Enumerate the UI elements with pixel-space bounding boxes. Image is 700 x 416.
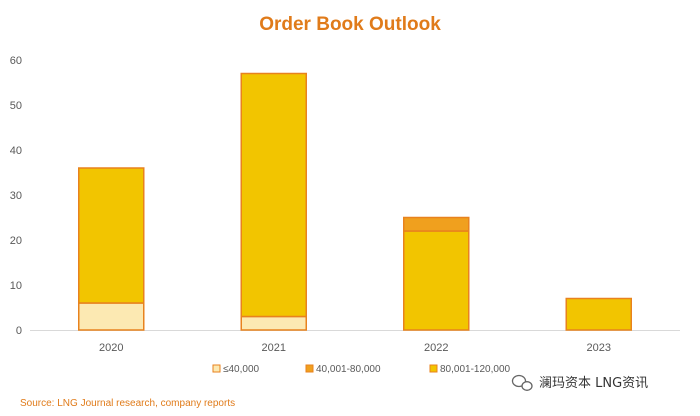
chart-title: Order Book Outlook: [259, 14, 441, 35]
watermark: 澜玛资本 LNG资讯: [511, 374, 648, 391]
legend-swatch: [212, 364, 221, 373]
wechat-icon: [511, 374, 533, 391]
x-tick-label: 2020: [99, 342, 123, 354]
bar-segment: [565, 297, 632, 331]
legend-swatch: [429, 364, 438, 373]
x-tick-label: 2021: [262, 342, 286, 354]
bar-segment: [403, 230, 470, 331]
bar-segment: [78, 302, 145, 331]
y-tick-label: 30: [10, 190, 22, 202]
legend-label: 40,001-80,000: [316, 364, 381, 375]
y-tick-label: 10: [10, 280, 22, 292]
x-tick-label: 2023: [587, 342, 611, 354]
legend-swatch: [305, 364, 314, 373]
bar-segment: [403, 216, 470, 232]
bar-segment: [78, 167, 145, 304]
bars: [78, 72, 632, 331]
y-tick-label: 0: [16, 325, 22, 337]
bar-segment: [240, 72, 307, 318]
x-axis: 2020 2021 2022 2023: [99, 342, 611, 354]
bar-segment: [240, 315, 307, 331]
source-note: Source: LNG Journal research, company re…: [20, 398, 235, 409]
legend: ≤40,000 40,001-80,000 80,001-120,000: [212, 364, 511, 375]
y-tick-label: 50: [10, 100, 22, 112]
legend-label: 80,001-120,000: [440, 364, 511, 375]
legend-label: ≤40,000: [223, 364, 260, 375]
y-tick-label: 20: [10, 235, 22, 247]
watermark-text: 澜玛资本 LNG资讯: [539, 376, 648, 391]
x-tick-label: 2022: [424, 342, 448, 354]
y-tick-label: 60: [10, 55, 22, 67]
y-tick-label: 40: [10, 145, 22, 157]
